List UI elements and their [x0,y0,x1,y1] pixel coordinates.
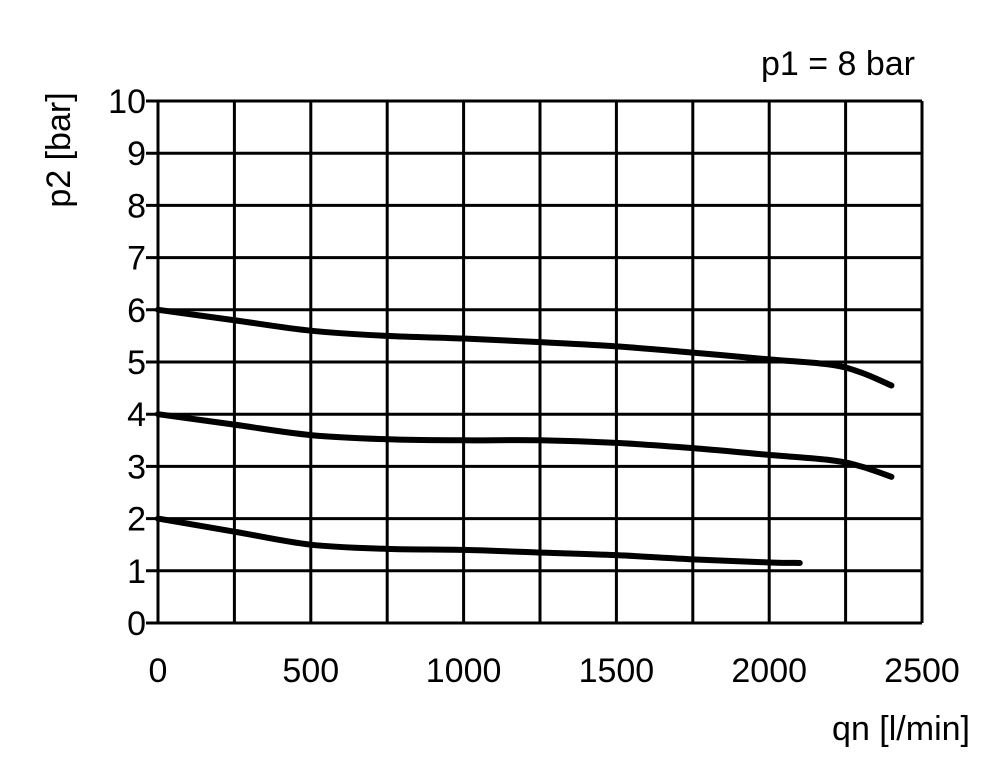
series-line-3 [155,515,803,566]
y-tick-label: 5 [127,344,146,382]
y-tick-label: 9 [127,135,146,173]
y-tick-label: 8 [127,187,146,225]
annotation-p1: p1 = 8 bar [761,45,915,83]
y-tick-label: 2 [127,501,146,539]
x-tick-label: 500 [282,652,339,690]
x-tick-label: 0 [149,652,168,690]
series-line-2 [155,411,895,480]
y-tick-label: 0 [127,605,146,643]
y-tick-label: 7 [127,240,146,278]
y-tick-labels: 0 1 2 3 4 5 6 7 8 9 10 [108,83,146,643]
x-tick-label: 1000 [426,652,502,690]
x-tick-label: 1500 [579,652,655,690]
y-tick-label: 10 [108,83,146,121]
x-tick-label: 2500 [884,652,960,690]
y-tick-label: 1 [127,553,146,591]
x-axis-label: qn [l/min] [832,710,970,748]
y-tick-label: 3 [127,448,146,486]
series-line-1 [155,306,895,389]
x-tick-labels: 0 500 1000 1500 2000 2500 [149,652,960,690]
grid [146,99,924,625]
x-tick-label: 2000 [731,652,807,690]
y-tick-label: 6 [127,292,146,330]
y-axis-label: p2 [bar] [40,92,78,207]
y-tick-label: 4 [127,396,146,434]
series-group [155,306,895,566]
